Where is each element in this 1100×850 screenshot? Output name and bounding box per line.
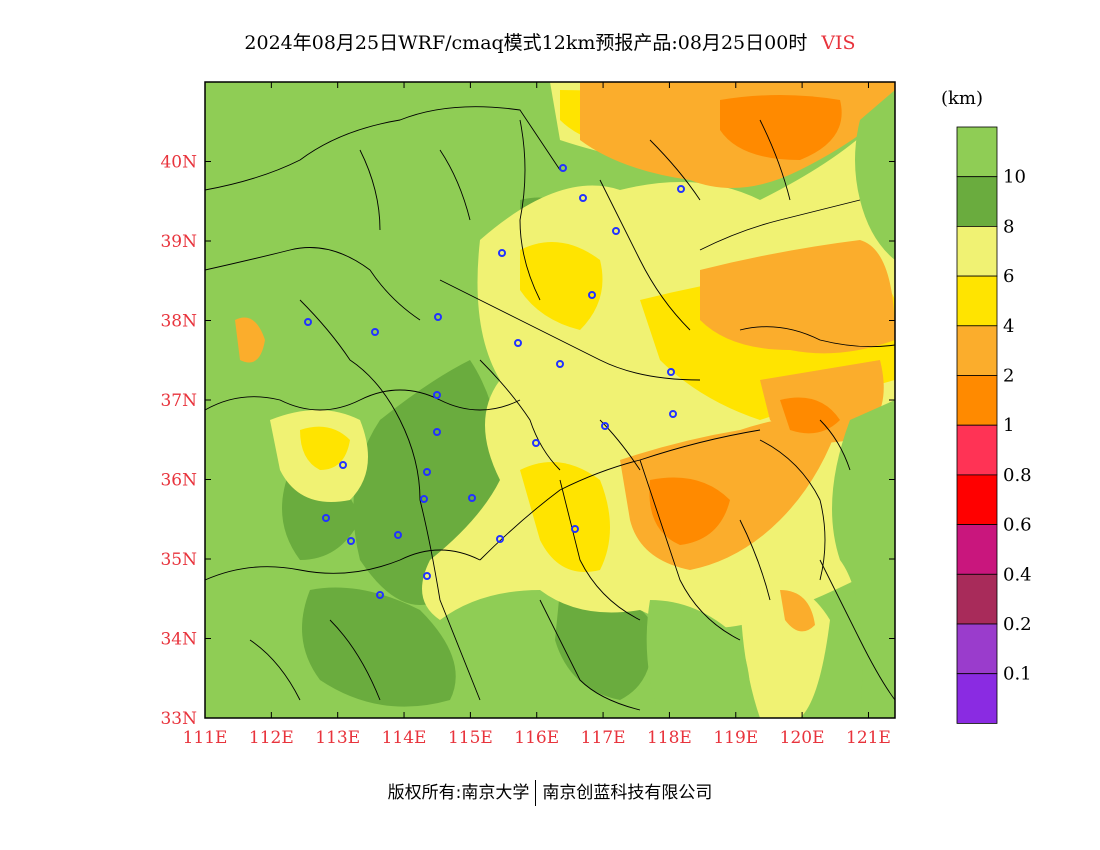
lat-tick-label: 35N (160, 550, 197, 570)
legend-label: 6 (1003, 266, 1014, 287)
lon-tick-label: 120E (780, 728, 825, 748)
longitude-axis: 111E 112E 113E 114E 115E 116E 117E 118E 119E 120E… (183, 82, 891, 748)
lat-tick-label: 33N (160, 709, 197, 729)
legend-swatch (956, 474, 998, 525)
lat-tick-label: 36N (160, 471, 197, 491)
boundaries (205, 106, 895, 711)
color-legend: 10 8 6 4 2 1 0.8 0.6 0.4 0.2 0.1 (956, 126, 1032, 724)
legend-swatch (956, 176, 998, 227)
legend-swatch (956, 126, 998, 178)
legend-label: 10 (1003, 167, 1026, 188)
copyright-company: 南京创蓝科技有限公司 (542, 783, 713, 803)
legend-label: 0.2 (1003, 614, 1032, 635)
copyright-footer: 版权所有:南京大学 南京创蓝科技有限公司 (0, 778, 1100, 806)
footer-separator (535, 780, 537, 806)
lat-tick-label: 38N (160, 312, 197, 332)
legend-swatch (956, 375, 998, 426)
lat-tick-label: 34N (160, 630, 197, 650)
lon-tick-label: 113E (315, 728, 360, 748)
lon-tick-label: 121E (846, 728, 891, 748)
legend-label: 8 (1003, 216, 1014, 237)
lat-tick-label: 37N (160, 391, 197, 411)
latitude-axis: 33N 34N 35N 36N 37N 38N 39N 40N (160, 153, 895, 729)
legend-swatch (956, 573, 998, 625)
station-markers (304, 164, 685, 599)
lon-tick-label: 112E (249, 728, 294, 748)
legend-label: 0.8 (1003, 465, 1032, 486)
legend-swatch (956, 623, 998, 675)
title-variable: VIS (821, 32, 856, 54)
legend-label: 0.6 (1003, 515, 1032, 536)
lon-tick-label: 116E (514, 728, 559, 748)
lon-tick-label: 115E (448, 728, 493, 748)
legend-swatch (956, 524, 998, 575)
lat-tick-label: 40N (160, 153, 197, 173)
map-title: 2024年08月25日WRF/cmaq模式12km预报产品:08月25日00时 V… (0, 28, 1100, 55)
legend-unit: (km) (941, 88, 984, 109)
legend-label: 1 (1003, 415, 1014, 436)
visibility-field (205, 82, 895, 718)
legend-label: 4 (1003, 316, 1014, 337)
legend-label: 0.4 (1003, 564, 1032, 585)
legend-swatch (956, 325, 998, 376)
lat-tick-label: 39N (160, 232, 197, 252)
legend-swatch (956, 275, 998, 327)
lon-tick-label: 119E (713, 728, 758, 748)
lon-tick-label: 117E (581, 728, 626, 748)
title-text: 2024年08月25日WRF/cmaq模式12km预报产品:08月25日00时 (244, 32, 808, 54)
lon-tick-label: 118E (647, 728, 692, 748)
legend-swatch (956, 424, 998, 476)
lon-tick-label: 111E (183, 728, 228, 748)
legend-label: 2 (1003, 366, 1014, 387)
legend-swatch (956, 225, 998, 277)
legend-label: 0.1 (1003, 664, 1032, 685)
copyright-owner: 版权所有:南京大学 (387, 783, 530, 803)
lon-tick-label: 114E (382, 728, 427, 748)
legend-swatch (956, 673, 998, 724)
